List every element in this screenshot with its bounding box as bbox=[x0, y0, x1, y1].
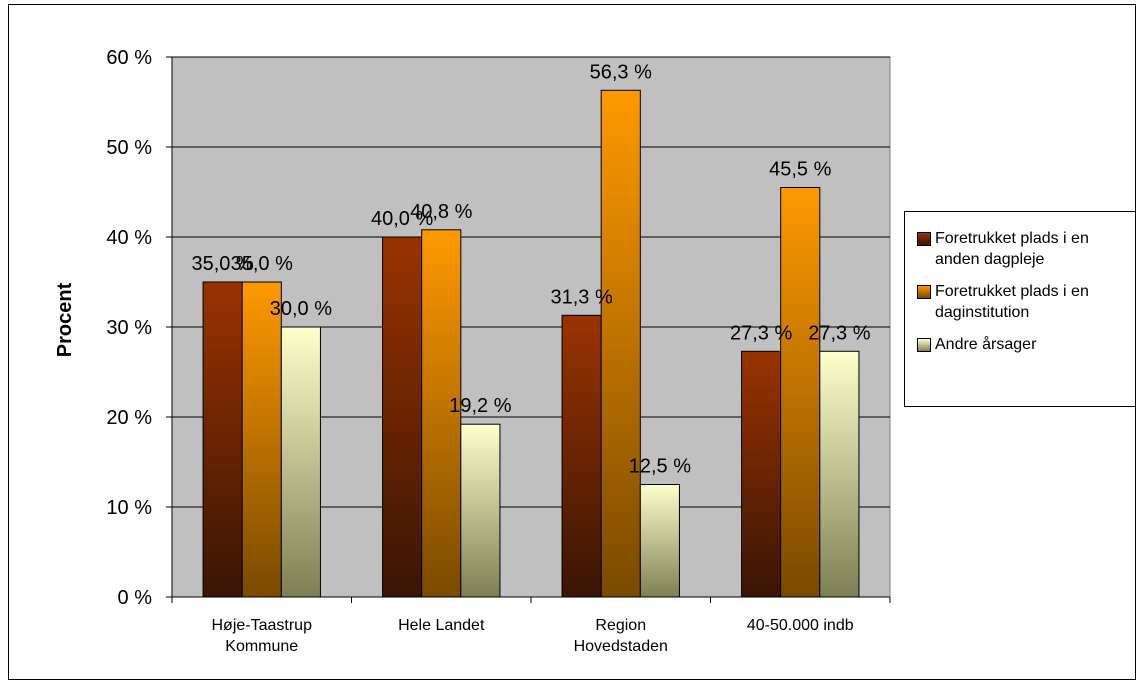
y-tick-label: 60 % bbox=[106, 47, 152, 69]
data-label: 40,8 % bbox=[410, 201, 472, 223]
y-tick-label: 30 % bbox=[106, 317, 152, 339]
legend-swatch bbox=[917, 232, 931, 246]
bar bbox=[562, 315, 601, 597]
data-label: 27,3 % bbox=[730, 322, 792, 344]
data-label: 30,0 % bbox=[270, 298, 332, 320]
legend-swatch bbox=[917, 285, 931, 299]
bar bbox=[281, 327, 320, 597]
bar bbox=[383, 237, 422, 597]
bar bbox=[781, 188, 820, 598]
bar bbox=[601, 90, 640, 597]
x-category-label: Hele Landet bbox=[398, 617, 485, 634]
data-label: 19,2 % bbox=[449, 395, 511, 417]
legend-label: Foretrukket plads i en anden dagpleje bbox=[935, 228, 1135, 270]
legend-item: Andre årsager bbox=[917, 334, 1135, 355]
bar bbox=[820, 351, 859, 597]
y-tick-labels: 0 % 10 % 20 % 30 % 40 % 50 % 60 % bbox=[106, 47, 152, 609]
y-tick-label: 20 % bbox=[106, 407, 152, 429]
data-label: 45,5 % bbox=[769, 159, 831, 181]
legend-label: Andre årsager bbox=[935, 334, 1135, 355]
y-tick-label: 0 % bbox=[118, 587, 153, 609]
data-label: 35,0 % bbox=[231, 253, 293, 275]
data-label: 27,3 % bbox=[808, 322, 870, 344]
y-tick-label: 40 % bbox=[106, 227, 152, 249]
y-tick-label: 10 % bbox=[106, 497, 152, 519]
x-category-label: Region Hovedstaden bbox=[574, 617, 668, 655]
bar bbox=[203, 282, 242, 597]
bar bbox=[742, 351, 781, 597]
legend: Foretrukket plads i en anden dagpleje Fore… bbox=[904, 211, 1136, 407]
legend-item: Foretrukket plads i en anden dagpleje bbox=[917, 228, 1135, 270]
data-label: 31,3 % bbox=[550, 286, 612, 308]
legend-label: Foretrukket plads i en daginstitution bbox=[935, 281, 1135, 323]
x-category-label: 40-50.000 indb bbox=[747, 617, 854, 634]
bar bbox=[242, 282, 281, 597]
x-category-labels: Høje-Taastrup Kommune Hele Landet Region Hov… bbox=[212, 617, 854, 655]
y-tick-label: 50 % bbox=[106, 137, 152, 159]
x-category-label: Høje-Taastrup Kommune bbox=[212, 617, 313, 655]
bar bbox=[640, 485, 679, 598]
data-label: 56,3 % bbox=[590, 61, 652, 83]
data-label: 12,5 % bbox=[629, 456, 691, 478]
bar bbox=[461, 424, 500, 597]
y-axis-title: Procent bbox=[54, 282, 76, 357]
legend-swatch bbox=[917, 338, 931, 352]
legend-item: Foretrukket plads i en daginstitution bbox=[917, 281, 1135, 323]
